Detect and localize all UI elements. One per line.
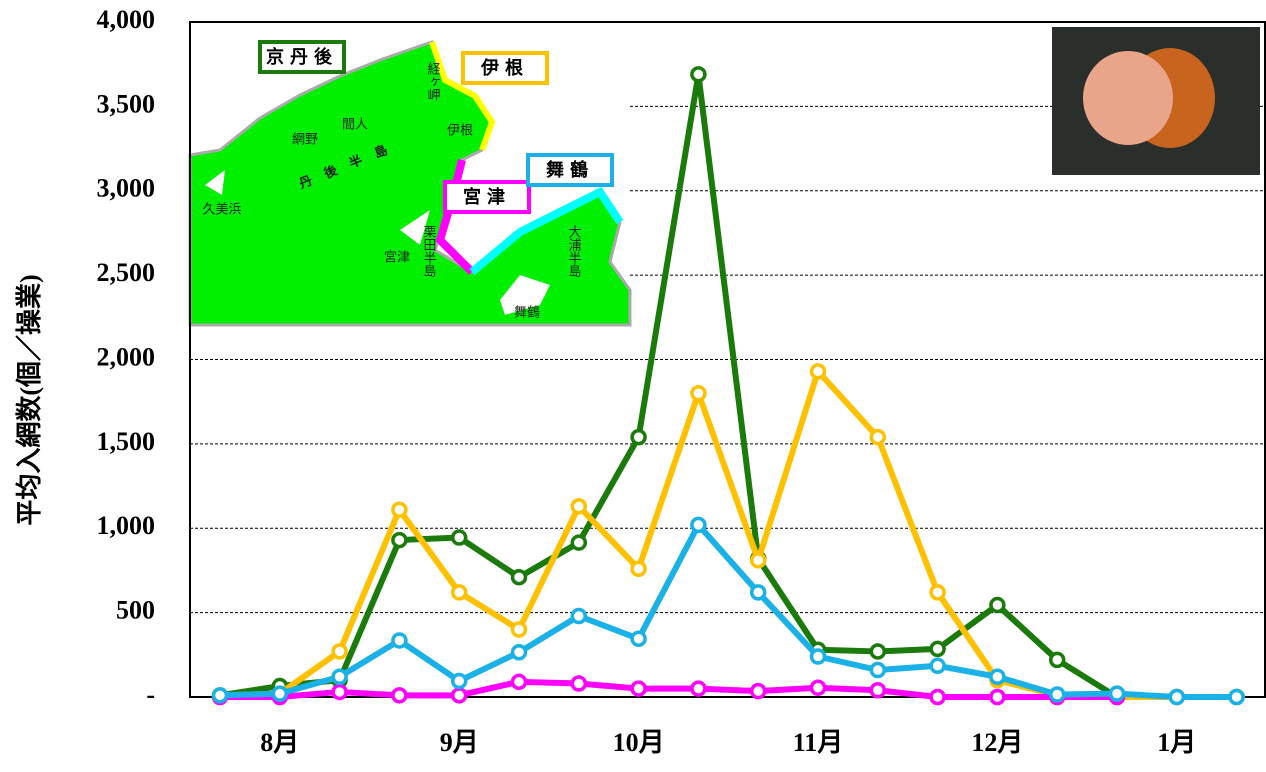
y-tick-label: 4,000 (97, 5, 156, 34)
data-point (812, 650, 825, 663)
data-point (812, 681, 825, 694)
data-point (752, 554, 765, 567)
data-point (273, 687, 286, 700)
data-point (991, 691, 1004, 704)
data-point (572, 500, 585, 513)
data-point (513, 571, 526, 584)
data-point (632, 431, 645, 444)
data-point (1051, 688, 1064, 701)
data-point (333, 685, 346, 698)
data-point (871, 684, 884, 697)
y-tick-label: 3,000 (97, 174, 156, 203)
data-point (572, 677, 585, 690)
data-point (453, 586, 466, 599)
data-point (393, 534, 406, 547)
data-point (931, 691, 944, 704)
data-point (513, 623, 526, 636)
map-label: 間人 (342, 118, 368, 133)
y-tick-label: - (146, 680, 155, 709)
data-point (871, 664, 884, 677)
data-point (393, 689, 406, 702)
data-point (692, 387, 705, 400)
data-point (752, 685, 765, 698)
map-inset: 丹後半島経ヶ岬間人網野久美浜伊根栗田半島宮津大浦半島舞鶴京丹後伊根宮津舞鶴 (190, 22, 630, 325)
data-point (393, 634, 406, 647)
map-label: 舞鶴 (514, 305, 540, 321)
data-point (513, 675, 526, 688)
data-point (692, 518, 705, 531)
data-point (871, 431, 884, 444)
x-tick-label: 1月 (1157, 728, 1196, 757)
data-point (1230, 691, 1243, 704)
data-point (513, 646, 526, 659)
legend-label: 舞鶴 (546, 159, 594, 181)
legend-label: 京丹後 (266, 46, 338, 68)
map-label: 網野 (292, 133, 318, 148)
map-label: 伊根 (447, 124, 473, 139)
data-point (632, 562, 645, 575)
data-point (393, 503, 406, 516)
data-point (931, 586, 944, 599)
data-point (632, 632, 645, 645)
y-tick-label: 2,500 (97, 258, 156, 287)
data-point (333, 670, 346, 683)
data-point (632, 682, 645, 695)
data-point (752, 586, 765, 599)
x-tick-label: 8月 (260, 728, 299, 757)
chart: 平均入網数(個／操業) 丹後半島経ヶ岬間人網野久美浜伊根栗田半島宮津大浦半島舞鶴… (0, 0, 1266, 772)
map-label: 大浦半島 (566, 225, 582, 277)
data-point (871, 645, 884, 658)
x-tick-label: 9月 (440, 728, 479, 757)
data-point (214, 689, 227, 702)
data-point (1051, 653, 1064, 666)
data-point (1111, 687, 1124, 700)
data-point (692, 682, 705, 695)
y-tick-label: 500 (116, 596, 155, 625)
data-point (692, 68, 705, 81)
x-tick-label: 12月 (971, 728, 1023, 757)
data-point (991, 599, 1004, 612)
series-line (220, 371, 1237, 697)
map-label: 栗田半島 (421, 225, 437, 277)
y-axis-title: 平均入網数(個／操業) (14, 274, 44, 525)
map-label: 経ヶ岬 (425, 62, 441, 101)
y-tick-label: 1,000 (97, 511, 156, 540)
x-tick-label: 11月 (793, 728, 844, 757)
map-label: 宮津 (384, 250, 410, 266)
data-point (931, 642, 944, 655)
data-point (453, 531, 466, 544)
data-point (572, 610, 585, 623)
data-point (812, 365, 825, 378)
data-point (991, 670, 1004, 683)
series-line (220, 682, 1117, 697)
photo-jelly-bell (1083, 51, 1173, 145)
data-point (572, 536, 585, 549)
data-point (931, 659, 944, 672)
data-point (1170, 691, 1183, 704)
legend-label: 伊根 (480, 57, 529, 79)
data-point (453, 689, 466, 702)
legend-label: 宮津 (463, 186, 511, 208)
series-line (220, 525, 1237, 697)
photo (1052, 27, 1260, 175)
data-point (333, 645, 346, 658)
map-label: 久美浜 (202, 203, 241, 218)
x-tick-label: 10月 (613, 728, 665, 757)
y-tick-label: 2,000 (97, 342, 156, 371)
y-tick-label: 1,500 (97, 427, 156, 456)
data-point (453, 674, 466, 687)
y-tick-label: 3,500 (97, 89, 156, 118)
